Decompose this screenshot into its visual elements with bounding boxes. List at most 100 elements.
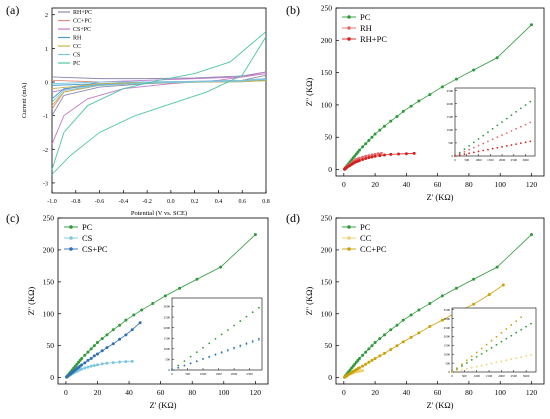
data-point-cc-pluspc (487, 293, 491, 297)
inset-x-tick-label: 1500 (486, 374, 493, 378)
plot-frame (335, 217, 545, 385)
data-point-rh (379, 151, 383, 155)
x-tick-label: -1.0 (47, 199, 57, 205)
x-tick-label: 100 (495, 388, 507, 397)
data-point-cs (83, 366, 87, 370)
inset-point-rh (505, 132, 508, 134)
y-tick-label: 0 (328, 165, 332, 174)
legend-label: CC (360, 233, 372, 243)
data-point-cs-pluspc (83, 361, 87, 365)
inset-plot: 0 500 1000 1500 2000 2500 3000 0 500 1000 1500 2000… (444, 307, 537, 378)
data-point-cc-pluspc (373, 356, 377, 360)
data-point-pc (92, 344, 96, 348)
inset-point-cc (470, 366, 473, 369)
inset-point-rh (487, 140, 489, 143)
data-point-cc-pluspc (440, 318, 444, 322)
data-point-pc (86, 350, 90, 354)
inset-point-cc (500, 360, 503, 363)
x-tick-label: -0.8 (71, 199, 81, 205)
inset-point-pc (505, 337, 508, 340)
inset-point-rh-pluspc (482, 149, 485, 152)
inset-x-tick-label: 1000 (200, 372, 207, 376)
inset-point-pc (239, 320, 242, 322)
legend-label: RH+PC (73, 10, 92, 16)
data-point-pc (370, 344, 374, 348)
panel-a: (a) -1.0 -0.8 -0.6 -0.4 -0.2 0.0 0.2 0.4 0.6 0.8 -3… (6, 3, 270, 217)
legend-label: CC+PC (73, 19, 92, 25)
inset-point-cc (515, 357, 518, 360)
data-point-cs (105, 361, 109, 365)
data-point-cc-pluspc (401, 340, 405, 344)
inset-x-tick-label: 2500 (511, 158, 518, 162)
legend-marker (69, 236, 73, 240)
inset-point-pc (195, 351, 198, 354)
inset-point-rh-pluspc (477, 150, 480, 153)
inset-plot: 0 500 1000 1500 2000 2500 3000 0 500 1000 1500 2000… (447, 87, 536, 162)
legend-marker (347, 225, 351, 229)
data-point-cs-pluspc (92, 354, 96, 358)
inset-point-rh (519, 125, 522, 128)
data-point-pc (428, 302, 432, 306)
data-point-pc (111, 328, 115, 332)
inset-point-pc (515, 110, 518, 113)
data-point-cs (111, 361, 115, 365)
inset-point-rh (496, 136, 499, 139)
y-tick-label: 200 (321, 245, 333, 254)
inset-point-rh-pluspc (491, 147, 494, 150)
legend-label: CS+PC (82, 244, 108, 254)
data-point-pc (367, 138, 371, 142)
series-line-pc (51, 31, 267, 170)
y-tick-label: 250 (321, 214, 333, 223)
panel-b: (b) 0 20 40 60 80 100 120 0 50 100 150 200 250 Z' (KΩ)… (286, 3, 545, 202)
inset-point-rh-pluspc (515, 143, 518, 146)
x-tick-label: 100 (495, 180, 507, 189)
data-point-pc (529, 23, 533, 27)
inset-point-pc (491, 127, 494, 130)
inset-point-rh-pluspc (472, 151, 475, 154)
inset-point-pc (465, 362, 468, 364)
inset-point-pc (519, 107, 522, 110)
data-point-pc (253, 233, 257, 237)
inset-point-cc-pluspc (456, 367, 458, 369)
inset-point-cc-pluspc (451, 371, 453, 373)
x-tick-label: 80 (465, 388, 473, 397)
inset-point-rh (482, 142, 485, 145)
data-point-pc (367, 347, 371, 351)
inset-point-pc (480, 352, 483, 355)
data-point-cs-pluspc (100, 349, 104, 353)
data-point-pc (95, 341, 99, 344)
data-point-pc (378, 128, 382, 132)
data-point-pc (80, 356, 84, 360)
inset-point-cc-pluspc (520, 316, 523, 319)
inset-point-cc (475, 365, 478, 368)
series-line-cs (51, 78, 267, 85)
inset-point-pc (501, 121, 503, 123)
inset-point-rh-pluspc (524, 141, 527, 144)
inset-point-pc (233, 324, 235, 327)
y-tick-label: 200 (321, 36, 333, 45)
y-tick-label: 250 (321, 4, 333, 13)
inset-point-cc-pluspc (490, 339, 493, 342)
data-point-cs (100, 362, 104, 366)
inset-point-pc (463, 148, 466, 151)
inset-point-cc-pluspc (480, 347, 483, 350)
inset-point-cc-pluspc (475, 351, 478, 354)
data-point-cc-pluspc (417, 331, 421, 335)
legend-label: CC+PC (360, 244, 387, 254)
data-point-cs-pluspc (124, 333, 128, 337)
inset-point-rh-pluspc (487, 148, 489, 151)
y-axis-label: Current (mA) (21, 83, 28, 119)
data-point-pc (401, 318, 405, 322)
data-point-cc-pluspc (357, 366, 361, 370)
inset-point-cs-pluspc (251, 340, 254, 342)
y-tick-label: -1 (43, 114, 48, 120)
data-point-cc-pluspc (367, 360, 371, 364)
inset-point-pc (487, 131, 489, 134)
inset-point-rh (510, 129, 513, 132)
data-point-rh-pluspc (361, 158, 365, 162)
legend-label: CS+PC (73, 27, 91, 33)
inset-point-cc-pluspc (495, 335, 498, 338)
data-point-cs-pluspc (95, 352, 99, 356)
inset-point-rh (491, 138, 494, 141)
